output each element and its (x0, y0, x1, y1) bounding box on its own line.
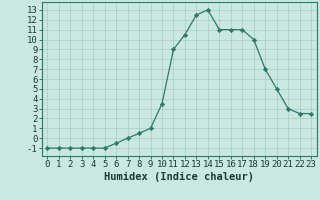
X-axis label: Humidex (Indice chaleur): Humidex (Indice chaleur) (104, 172, 254, 182)
